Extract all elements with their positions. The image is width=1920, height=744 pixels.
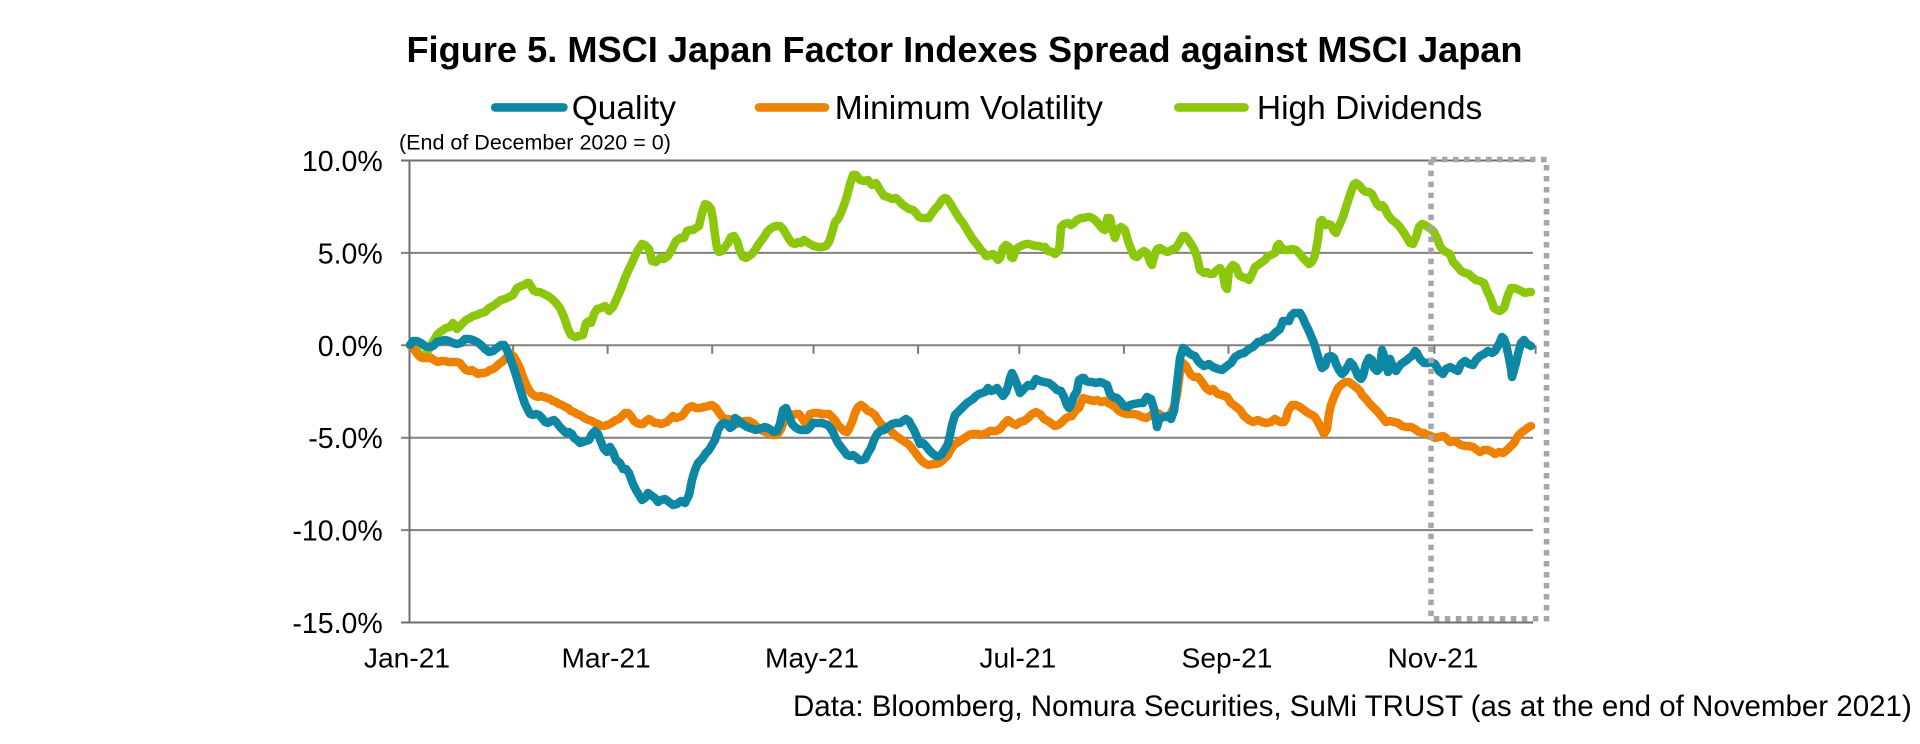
svg-text:Jan-21: Jan-21 [364, 642, 450, 674]
svg-text:Data: Bloomberg, Nomura Securi: Data: Bloomberg, Nomura Securities, SuMi… [793, 690, 1912, 723]
svg-text:-5.0%: -5.0% [308, 423, 382, 455]
svg-text:High Dividends: High Dividends [1257, 90, 1482, 127]
svg-text:-15.0%: -15.0% [292, 608, 382, 640]
svg-text:Jul-21: Jul-21 [979, 642, 1056, 674]
svg-text:Figure 5. MSCI Japan Factor In: Figure 5. MSCI Japan Factor Indexes Spre… [406, 29, 1522, 70]
svg-text:10.0%: 10.0% [302, 146, 383, 178]
svg-text:0.0%: 0.0% [318, 331, 383, 363]
svg-text:5.0%: 5.0% [318, 238, 383, 270]
svg-text:Minimum Volatility: Minimum Volatility [835, 90, 1103, 127]
svg-text:(End of December 2020 = 0): (End of December 2020 = 0) [399, 131, 671, 155]
svg-text:Mar-21: Mar-21 [561, 642, 650, 674]
svg-text:Nov-21: Nov-21 [1387, 642, 1478, 674]
svg-text:Sep-21: Sep-21 [1182, 642, 1273, 674]
svg-text:-10.0%: -10.0% [292, 516, 382, 548]
svg-text:May-21: May-21 [765, 642, 859, 674]
svg-text:Quality: Quality [572, 90, 677, 127]
